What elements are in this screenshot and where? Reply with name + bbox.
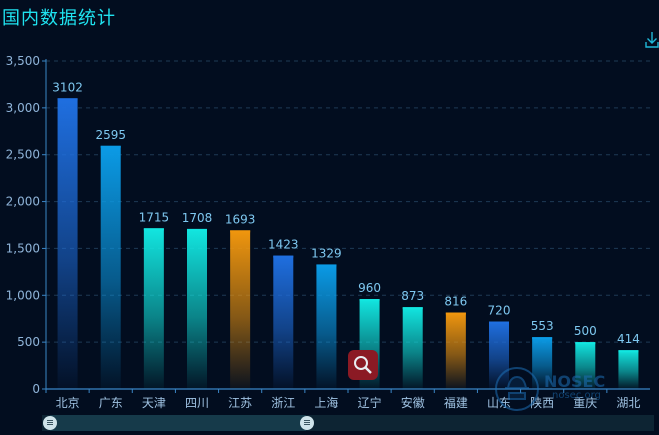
zoom-handle-start[interactable] [43, 416, 57, 430]
data-label: 1708 [182, 211, 213, 225]
nosec-hat-logo: NOSEC nosec.org [494, 366, 644, 412]
y-tick-label: 2,500 [6, 148, 40, 162]
bar[interactable] [618, 350, 639, 389]
zoom-slider-selection[interactable] [50, 415, 306, 431]
zoom-handle-end[interactable] [300, 416, 314, 430]
bar-top [618, 350, 639, 353]
data-label: 1715 [139, 210, 170, 224]
bar-top [316, 264, 337, 267]
y-tick-label: 3,500 [6, 54, 40, 68]
data-label: 2595 [95, 128, 126, 142]
watermark-site: nosec.org [552, 390, 601, 401]
x-tick-label: 广东 [99, 396, 123, 410]
bar-top [57, 98, 78, 101]
bar-top [575, 342, 596, 345]
data-label: 873 [401, 289, 424, 303]
bar-top [359, 299, 380, 302]
bar[interactable] [187, 228, 207, 389]
magnifier-icon[interactable] [348, 350, 378, 380]
data-label: 960 [358, 281, 381, 295]
bar-chart: 0 500 1,000 1,500 2,000 2,500 3,000 3,500 3102 北… [6, 54, 650, 410]
y-tick-label: 2,000 [6, 195, 40, 209]
x-tick-label: 福建 [444, 395, 468, 410]
bar[interactable] [316, 264, 337, 389]
y-tick-label: 1,500 [6, 241, 40, 255]
data-label: 500 [574, 324, 597, 338]
bar[interactable] [143, 228, 164, 389]
bar-top [187, 228, 207, 231]
bar[interactable] [230, 230, 251, 389]
bar-top [489, 321, 509, 324]
y-tick-label: 1,000 [6, 288, 40, 302]
data-label: 1329 [311, 246, 342, 260]
x-tick-label: 湖北 [616, 395, 640, 410]
x-tick-label: 四川 [185, 396, 209, 410]
data-label: 816 [444, 295, 467, 309]
bar[interactable] [57, 98, 78, 390]
data-label: 553 [531, 319, 554, 333]
x-tick-label: 浙江 [271, 396, 295, 410]
data-label: 1693 [225, 212, 256, 226]
bar-top [273, 255, 294, 258]
bar-top [445, 312, 466, 315]
download-icon[interactable] [645, 30, 659, 50]
bar-top [402, 307, 423, 310]
x-tick-label: 北京 [56, 396, 80, 410]
data-label: 414 [617, 332, 640, 346]
x-tick-label: 安徽 [401, 395, 425, 410]
chart-title: 国内数据统计 [2, 8, 116, 29]
bar-top [230, 230, 251, 233]
data-label: 1423 [268, 238, 299, 252]
bar-top [532, 337, 553, 340]
x-tick-label: 上海 [314, 395, 338, 410]
watermark-name: NOSEC [544, 372, 606, 391]
bar[interactable] [445, 312, 466, 389]
y-tick-label: 0 [32, 382, 40, 396]
y-tick-label: 3,000 [6, 101, 40, 115]
x-tick-label: 江苏 [228, 396, 252, 410]
bar[interactable] [100, 145, 121, 389]
bar[interactable] [532, 337, 553, 389]
bar[interactable] [273, 255, 294, 389]
bar[interactable] [402, 307, 423, 389]
bar-top [143, 228, 164, 231]
bar[interactable] [575, 342, 596, 389]
bar-top [100, 145, 121, 148]
y-tick-label: 500 [17, 335, 40, 349]
x-tick-label: 辽宁 [358, 395, 382, 410]
x-tick-label: 天津 [142, 396, 166, 410]
data-label: 720 [488, 304, 511, 318]
x-tick-label: 重庆 [573, 396, 597, 410]
data-label: 3102 [52, 80, 83, 94]
